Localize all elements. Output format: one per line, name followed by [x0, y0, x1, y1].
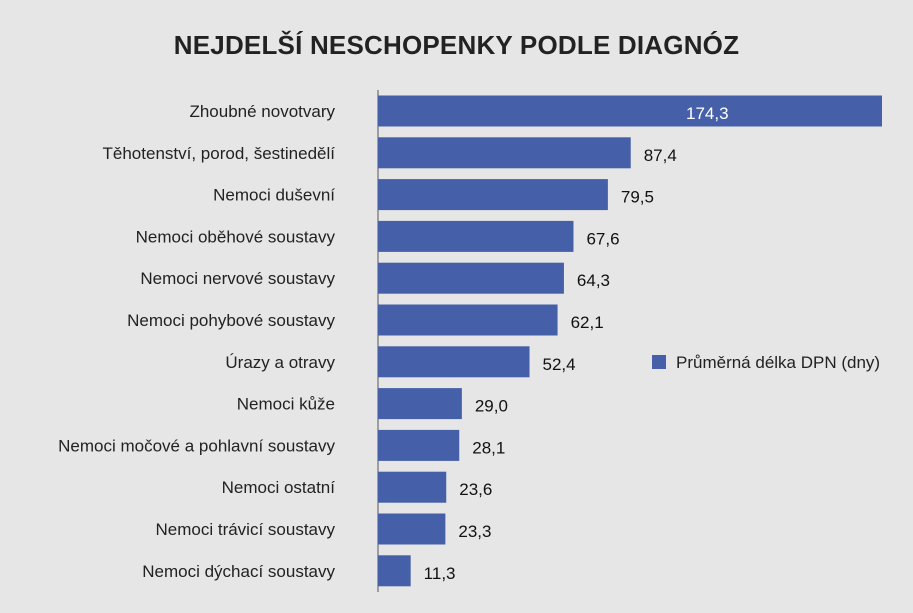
category-label: Zhoubné novotvary — [189, 102, 335, 121]
bar — [378, 262, 564, 294]
legend: Průměrná délka DPN (dny) — [652, 353, 880, 372]
value-label: 87,4 — [644, 146, 677, 165]
category-label: Nemoci pohybové soustavy — [127, 311, 335, 330]
chart-title: NEJDELŠÍ NESCHOPENKY PODLE DIAGNÓZ — [173, 30, 740, 60]
bar — [378, 137, 631, 169]
category-label: Nemoci duševní — [213, 186, 335, 205]
value-label: 28,1 — [472, 438, 505, 457]
bar — [378, 388, 462, 420]
bar — [378, 346, 530, 378]
category-label: Nemoci oběhové soustavy — [136, 227, 336, 246]
bar — [378, 471, 447, 503]
value-label: 64,3 — [577, 271, 610, 290]
value-label: 23,3 — [458, 522, 491, 541]
value-label: 23,6 — [459, 480, 492, 499]
category-label: Nemoci ostatní — [222, 478, 336, 497]
category-label: Nemoci trávicí soustavy — [156, 520, 336, 539]
value-label: 52,4 — [543, 355, 576, 374]
legend-swatch — [652, 355, 666, 369]
legend-label: Průměrná délka DPN (dny) — [676, 353, 880, 372]
bar — [378, 304, 558, 336]
value-label: 79,5 — [621, 188, 654, 207]
bar — [378, 95, 882, 127]
category-label: Nemoci dýchací soustavy — [142, 562, 335, 581]
category-label: Nemoci nervové soustavy — [140, 269, 335, 288]
category-label: Těhotenství, porod, šestinedělí — [103, 144, 336, 163]
bar — [378, 555, 411, 587]
bar — [378, 513, 446, 545]
category-label: Úrazy a otravy — [225, 353, 335, 372]
category-label: Nemoci močové a pohlavní soustavy — [58, 436, 335, 455]
value-label: 67,6 — [586, 229, 619, 248]
value-label: 174,3 — [686, 104, 729, 123]
bar — [378, 429, 460, 461]
category-label: Nemoci kůže — [237, 395, 335, 414]
bar — [378, 179, 608, 211]
value-label: 11,3 — [424, 564, 456, 583]
value-label: 29,0 — [475, 397, 508, 416]
bar — [378, 220, 574, 252]
value-label: 62,1 — [571, 313, 604, 332]
